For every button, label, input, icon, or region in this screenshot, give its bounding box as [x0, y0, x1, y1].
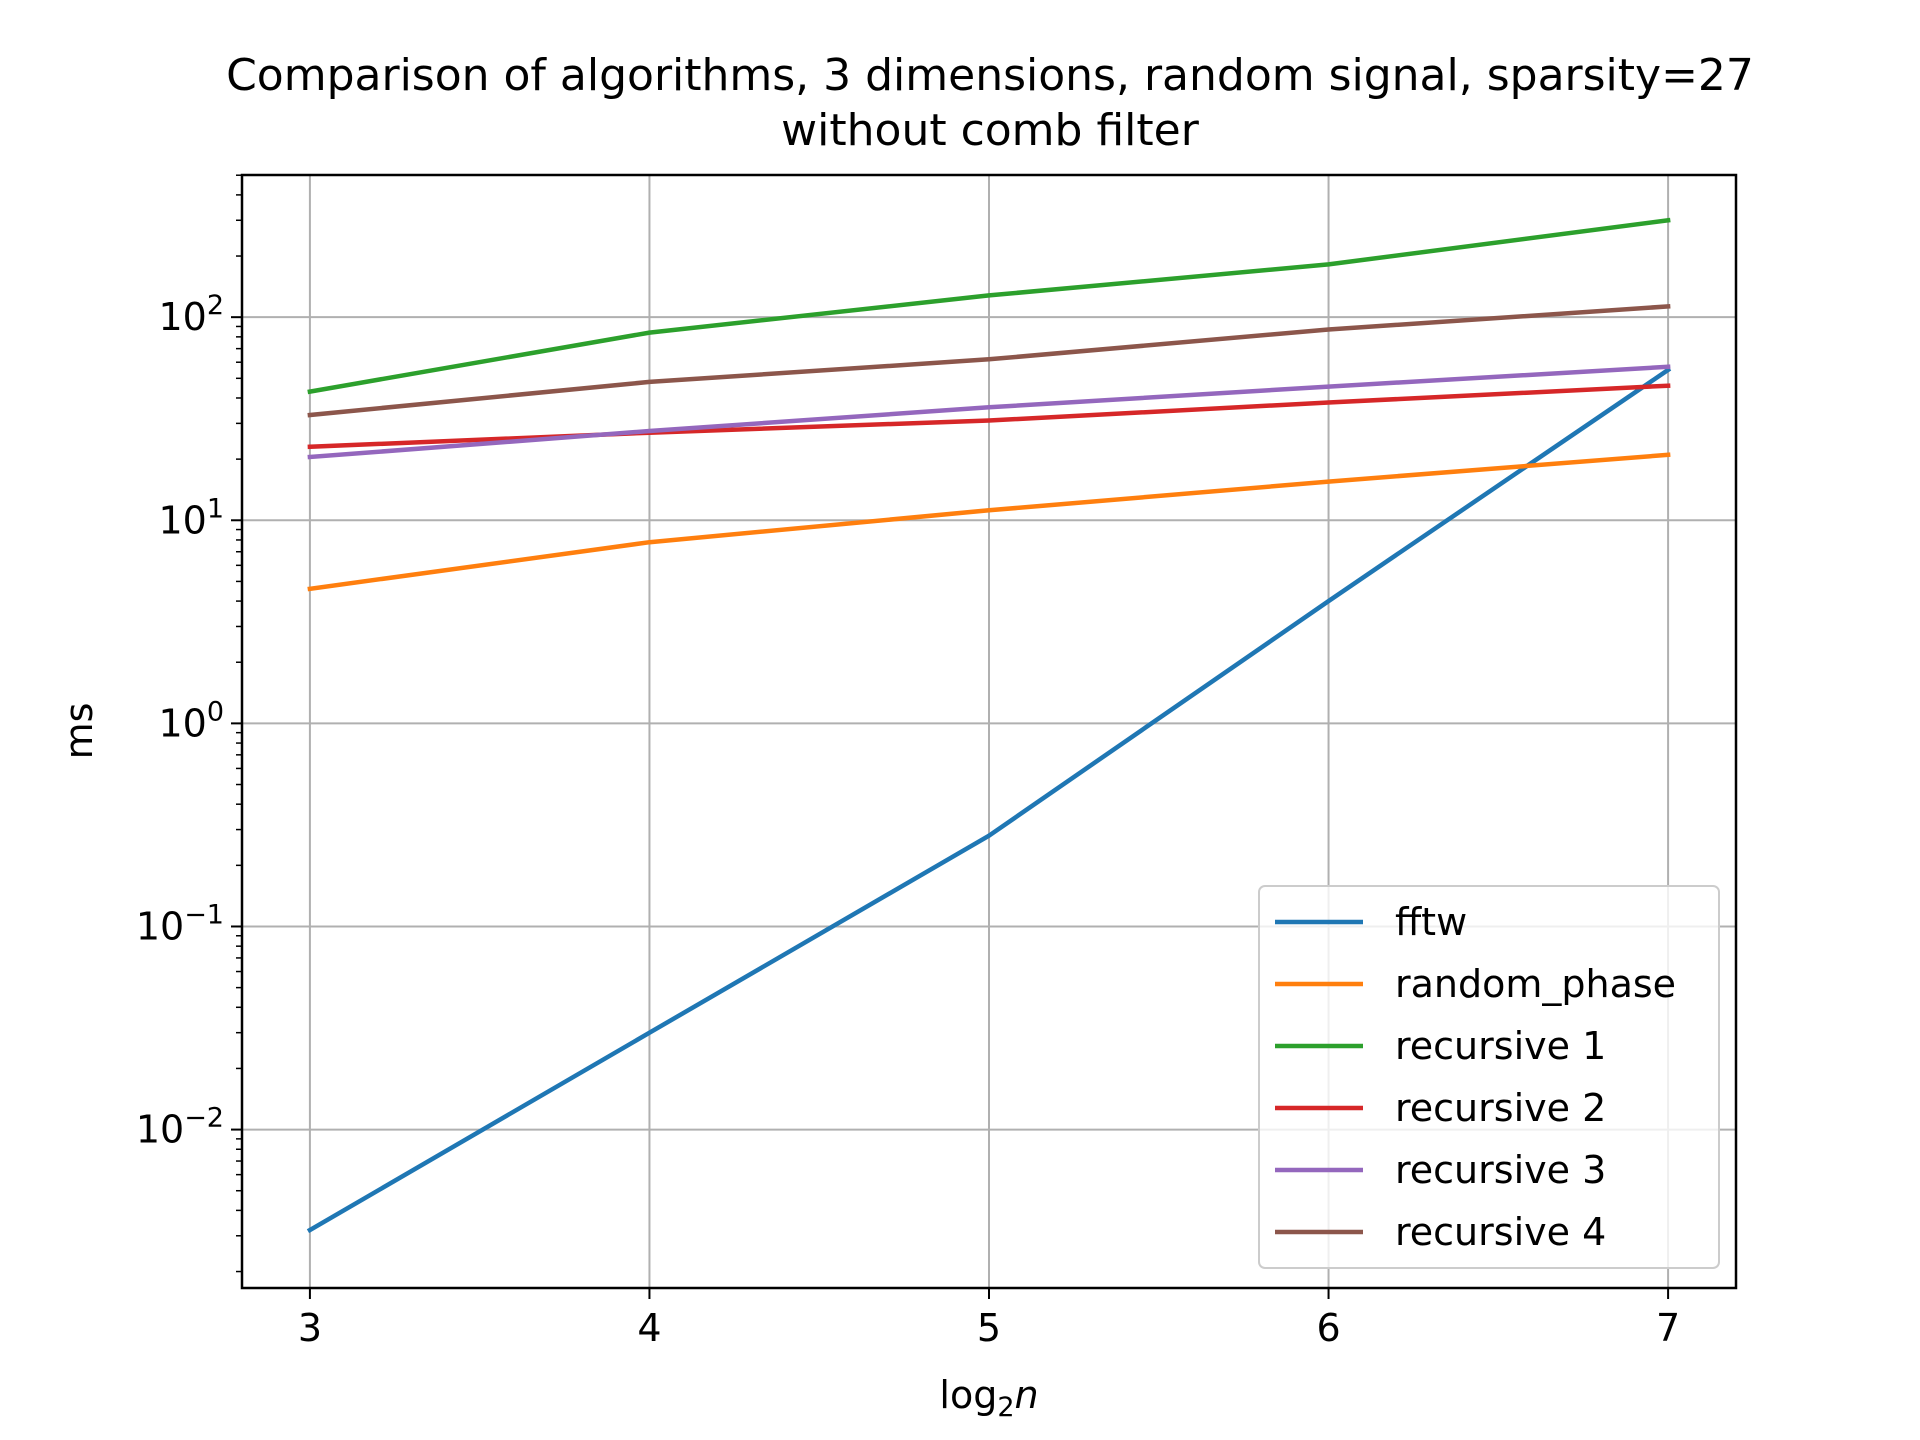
y-tick-label-exponent: 1: [207, 493, 224, 524]
y-tick-label-exponent: 2: [207, 290, 224, 321]
x-tick-label: 7: [1656, 1306, 1680, 1350]
x-tick-label: 5: [977, 1306, 1001, 1350]
y-tick-label-exponent: −2: [184, 1103, 224, 1134]
y-tick-label-exponent: −1: [184, 899, 224, 930]
y-tick-label-base: 10: [158, 498, 206, 542]
y-tick-label: 101: [158, 493, 224, 542]
series-lines: [306, 217, 1672, 1234]
y-tick-label-base: 10: [136, 1108, 184, 1152]
x-tick-label: 4: [637, 1306, 661, 1350]
legend-label-recursive-3: recursive 3: [1395, 1148, 1606, 1192]
legend-label-random-phase: random_phase: [1395, 962, 1676, 1006]
x-tick-label: 6: [1316, 1306, 1340, 1350]
legend: fftw random_phase recursive 1 recursive 2 re…: [1258, 885, 1720, 1269]
legend-label-recursive-2: recursive 2: [1395, 1086, 1606, 1130]
y-tick-label-exponent: 0: [207, 696, 224, 727]
y-tick-label-base: 10: [158, 701, 206, 745]
series-line-recursive-4: [307, 304, 1671, 418]
chart-title-line1: Comparison of algorithms, 3 dimensions, …: [226, 50, 1754, 101]
y-axis-label: ms: [57, 703, 101, 760]
x-axis-label-subscript: 2: [997, 1392, 1014, 1423]
legend-label-fftw: fftw: [1395, 900, 1467, 944]
chart-title-line2: without comb filter: [781, 105, 1200, 156]
y-tick-label: 10−2: [136, 1103, 224, 1152]
series-line-recursive-2: [307, 383, 1671, 450]
series-line-recursive-1: [307, 217, 1671, 395]
legend-label-recursive-1: recursive 1: [1395, 1024, 1606, 1068]
y-tick-label: 100: [158, 696, 224, 745]
series-line-fftw: [306, 366, 1672, 1234]
x-axis-label: log2n: [939, 1373, 1038, 1423]
legend-label-recursive-4: recursive 4: [1395, 1210, 1606, 1254]
y-tick-label-base: 10: [158, 295, 206, 339]
series-line-recursive-3: [307, 364, 1671, 460]
legend-box: [1258, 885, 1720, 1269]
y-tick-label: 102: [158, 290, 224, 339]
x-axis-label-base: log: [939, 1373, 997, 1417]
series-line-random-phase: [307, 452, 1671, 592]
x-axis-ticks: 3 4 5 6 7: [298, 1288, 1680, 1350]
x-axis-label-variable: n: [1015, 1373, 1039, 1417]
y-tick-label-base: 10: [136, 904, 184, 948]
x-tick-label: 3: [298, 1306, 322, 1350]
y-tick-label: 10−1: [136, 899, 224, 948]
